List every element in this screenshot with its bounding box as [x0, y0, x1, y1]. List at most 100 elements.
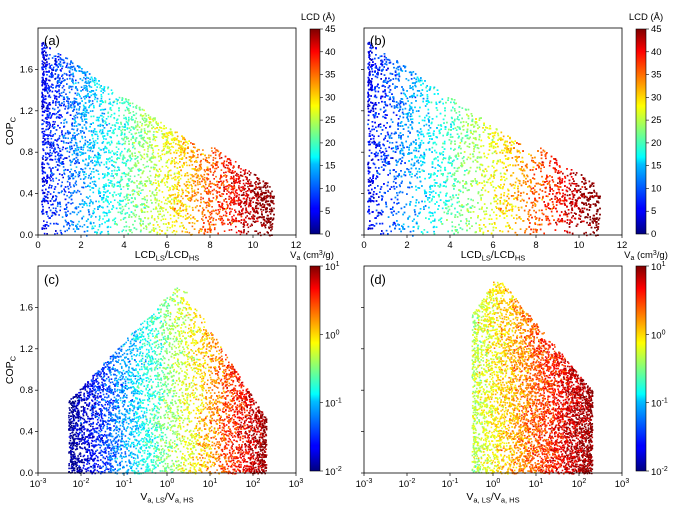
scatter-point — [234, 170, 236, 173]
scatter-point — [248, 179, 251, 181]
scatter-point — [140, 155, 143, 157]
scatter-point — [154, 118, 156, 121]
scatter-point — [134, 127, 137, 129]
scatter-point — [79, 154, 82, 157]
scatter-point — [46, 175, 48, 178]
scatter-point — [50, 64, 53, 66]
scatter-point — [49, 177, 51, 180]
scatter-point — [162, 149, 165, 151]
scatter-point — [102, 89, 105, 91]
scatter-point — [143, 166, 146, 169]
scatter-point — [130, 167, 133, 170]
scatter-point — [103, 215, 106, 217]
scatter-point — [164, 174, 166, 176]
scatter-point — [92, 202, 94, 205]
scatter-point — [119, 199, 121, 202]
scatter-point — [58, 202, 60, 205]
scatter-point — [168, 201, 171, 203]
scatter-point — [141, 182, 143, 185]
scatter-point — [43, 177, 45, 179]
scatter-point — [54, 58, 57, 60]
scatter-point — [149, 174, 152, 177]
scatter-point — [56, 68, 58, 71]
scatter-point — [173, 203, 176, 205]
scatter-point — [260, 221, 262, 224]
scatter-point — [41, 60, 44, 62]
scatter-point — [224, 174, 227, 176]
scatter-point — [135, 204, 137, 206]
scatter-point — [42, 205, 44, 208]
scatter-point — [140, 137, 143, 139]
scatter-point — [154, 139, 157, 142]
scatter-point — [132, 146, 134, 149]
scatter-point — [181, 225, 184, 227]
scatter-point — [114, 125, 117, 127]
scatter-point — [73, 190, 76, 193]
scatter-point — [182, 191, 184, 194]
scatter-point — [127, 183, 129, 185]
scatter-point — [86, 90, 89, 92]
scatter-point — [116, 102, 118, 105]
scatter-point — [117, 201, 119, 204]
scatter-point — [106, 214, 108, 217]
scatter-point — [169, 143, 171, 145]
scatter-point — [259, 193, 262, 195]
scatter-point — [225, 212, 228, 214]
scatter-point — [76, 226, 78, 228]
scatter-point — [131, 119, 133, 121]
scatter-point — [256, 178, 259, 180]
scatter-point — [50, 204, 52, 206]
scatter-point — [267, 232, 269, 234]
scatter-point — [49, 54, 51, 56]
scatter-point — [147, 145, 149, 148]
scatter-point — [74, 135, 76, 137]
scatter-point — [70, 145, 73, 148]
scatter-point — [177, 170, 180, 173]
scatter-point — [131, 155, 134, 157]
scatter-point — [252, 220, 255, 223]
scatter-point — [57, 55, 60, 58]
scatter-point — [50, 85, 52, 88]
scatter-point — [84, 167, 87, 170]
scatter-point — [110, 89, 113, 91]
scatter-point — [156, 221, 158, 223]
scatter-point — [67, 175, 70, 178]
scatter-point — [68, 155, 70, 158]
scatter-point — [116, 142, 118, 145]
scatter-point — [60, 153, 62, 156]
scatter-point — [170, 133, 172, 136]
scatter-point — [57, 144, 59, 147]
scatter-point — [138, 194, 140, 196]
scatter-point — [204, 181, 206, 184]
scatter-point — [158, 129, 160, 131]
scatter-point — [224, 155, 227, 158]
scatter-point — [65, 215, 68, 217]
scatter-point — [145, 123, 148, 126]
scatter-point — [173, 215, 175, 217]
scatter-point — [50, 76, 53, 79]
scatter-point — [176, 167, 179, 169]
scatter-point — [177, 143, 179, 146]
scatter-point — [44, 225, 46, 228]
scatter-point — [81, 118, 83, 121]
scatter-point — [46, 118, 48, 120]
scatter-point — [93, 180, 96, 183]
scatter-point — [115, 194, 117, 196]
scatter-point — [147, 130, 149, 133]
scatter-point — [87, 162, 90, 164]
scatter-point — [174, 157, 177, 159]
scatter-point — [155, 122, 157, 124]
scatter-point — [108, 98, 111, 101]
scatter-point — [112, 175, 114, 177]
scatter-point — [48, 79, 50, 82]
scatter-point — [90, 103, 92, 106]
scatter-point — [123, 142, 125, 145]
scatter-point — [70, 104, 72, 106]
scatter-point — [105, 185, 107, 187]
scatter-point — [141, 172, 144, 175]
scatter-point — [247, 226, 250, 229]
scatter-point — [88, 147, 91, 149]
scatter-point — [188, 231, 191, 234]
scatter-point — [61, 174, 63, 176]
scatter-point — [209, 221, 212, 223]
